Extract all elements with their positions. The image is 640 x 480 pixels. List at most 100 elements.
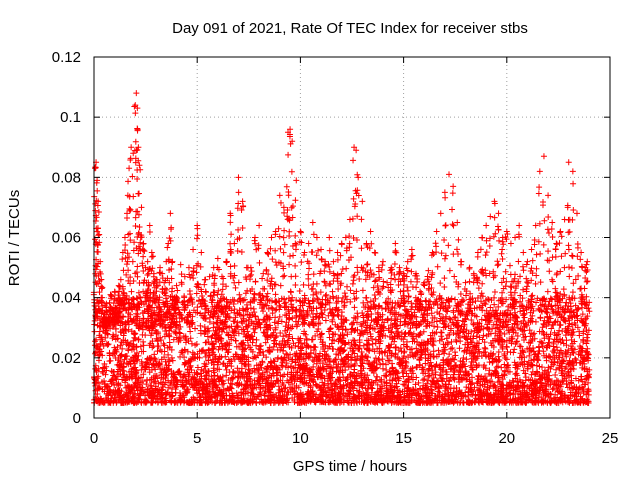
data-point — [513, 338, 520, 345]
data-point — [512, 383, 519, 390]
data-point — [351, 337, 358, 344]
data-point — [216, 366, 223, 373]
data-point — [360, 379, 367, 386]
data-point — [298, 356, 305, 363]
data-point — [96, 383, 103, 390]
data-point — [545, 301, 552, 308]
data-point — [487, 340, 494, 347]
data-point — [580, 330, 587, 337]
data-point — [206, 352, 213, 359]
data-point — [405, 354, 412, 361]
data-point — [452, 349, 459, 356]
data-point — [559, 372, 566, 379]
data-point — [257, 386, 264, 393]
data-point — [221, 395, 228, 402]
data-point — [529, 391, 536, 398]
data-point — [446, 351, 453, 358]
data-point — [422, 360, 429, 367]
data-point — [571, 320, 578, 327]
data-point — [312, 344, 319, 351]
data-point — [97, 340, 104, 347]
data-point — [420, 382, 427, 389]
data-point — [538, 339, 545, 346]
data-point — [102, 371, 109, 378]
data-point — [296, 297, 303, 304]
data-point — [208, 334, 215, 341]
data-point — [262, 339, 269, 346]
data-point — [504, 382, 511, 389]
data-point — [425, 351, 432, 358]
data-point — [472, 356, 479, 363]
data-point — [499, 345, 506, 352]
data-point — [234, 380, 241, 387]
data-point — [493, 364, 500, 371]
data-point — [463, 368, 470, 375]
data-point — [496, 322, 503, 329]
data-point — [573, 386, 580, 393]
data-point — [408, 306, 415, 313]
data-point — [382, 372, 389, 379]
data-point — [119, 345, 126, 352]
data-point — [257, 296, 264, 303]
data-point — [353, 295, 360, 302]
data-point — [188, 340, 195, 347]
data-point — [452, 336, 459, 343]
data-point — [285, 389, 292, 396]
data-point — [489, 358, 496, 365]
data-point — [185, 386, 192, 393]
data-point — [202, 353, 209, 360]
data-point — [566, 357, 573, 364]
data-point — [287, 384, 294, 391]
data-point — [260, 308, 267, 315]
data-point — [416, 331, 423, 338]
data-point — [473, 361, 480, 368]
data-point — [126, 369, 133, 376]
data-point — [351, 304, 358, 311]
data-point — [482, 365, 489, 372]
data-point — [388, 360, 395, 367]
data-point — [447, 327, 454, 334]
data-point — [177, 353, 184, 360]
data-point — [235, 330, 242, 337]
data-point — [364, 311, 371, 318]
data-point — [536, 363, 543, 370]
data-point — [420, 370, 427, 377]
data-point — [447, 374, 454, 381]
data-point — [215, 313, 222, 320]
data-point — [481, 312, 488, 319]
data-point — [468, 355, 475, 362]
data-point — [584, 351, 591, 358]
data-point — [253, 354, 260, 361]
data-point — [152, 366, 159, 373]
data-point — [150, 379, 157, 386]
data-point — [200, 346, 207, 353]
data-point — [428, 335, 435, 342]
data-point — [234, 310, 241, 317]
data-point — [415, 341, 422, 348]
data-point — [521, 389, 528, 396]
data-point — [552, 302, 559, 309]
data-point — [480, 332, 487, 339]
data-point — [485, 331, 492, 338]
data-point — [389, 377, 396, 384]
data-point — [115, 394, 122, 401]
data-point — [499, 323, 506, 330]
data-point — [482, 345, 489, 352]
data-point — [532, 318, 539, 325]
data-point — [332, 331, 339, 338]
data-point — [358, 370, 365, 377]
data-point — [356, 388, 363, 395]
data-point — [530, 356, 537, 363]
data-point — [137, 343, 144, 350]
data-point — [585, 388, 592, 395]
data-point — [557, 390, 564, 397]
data-point — [562, 365, 569, 372]
data-point — [120, 372, 127, 379]
data-point — [453, 362, 460, 369]
data-point — [554, 318, 561, 325]
data-point — [348, 362, 355, 369]
data-point — [214, 392, 221, 399]
data-point — [100, 364, 107, 371]
data-point — [538, 394, 545, 401]
data-point — [433, 318, 440, 325]
